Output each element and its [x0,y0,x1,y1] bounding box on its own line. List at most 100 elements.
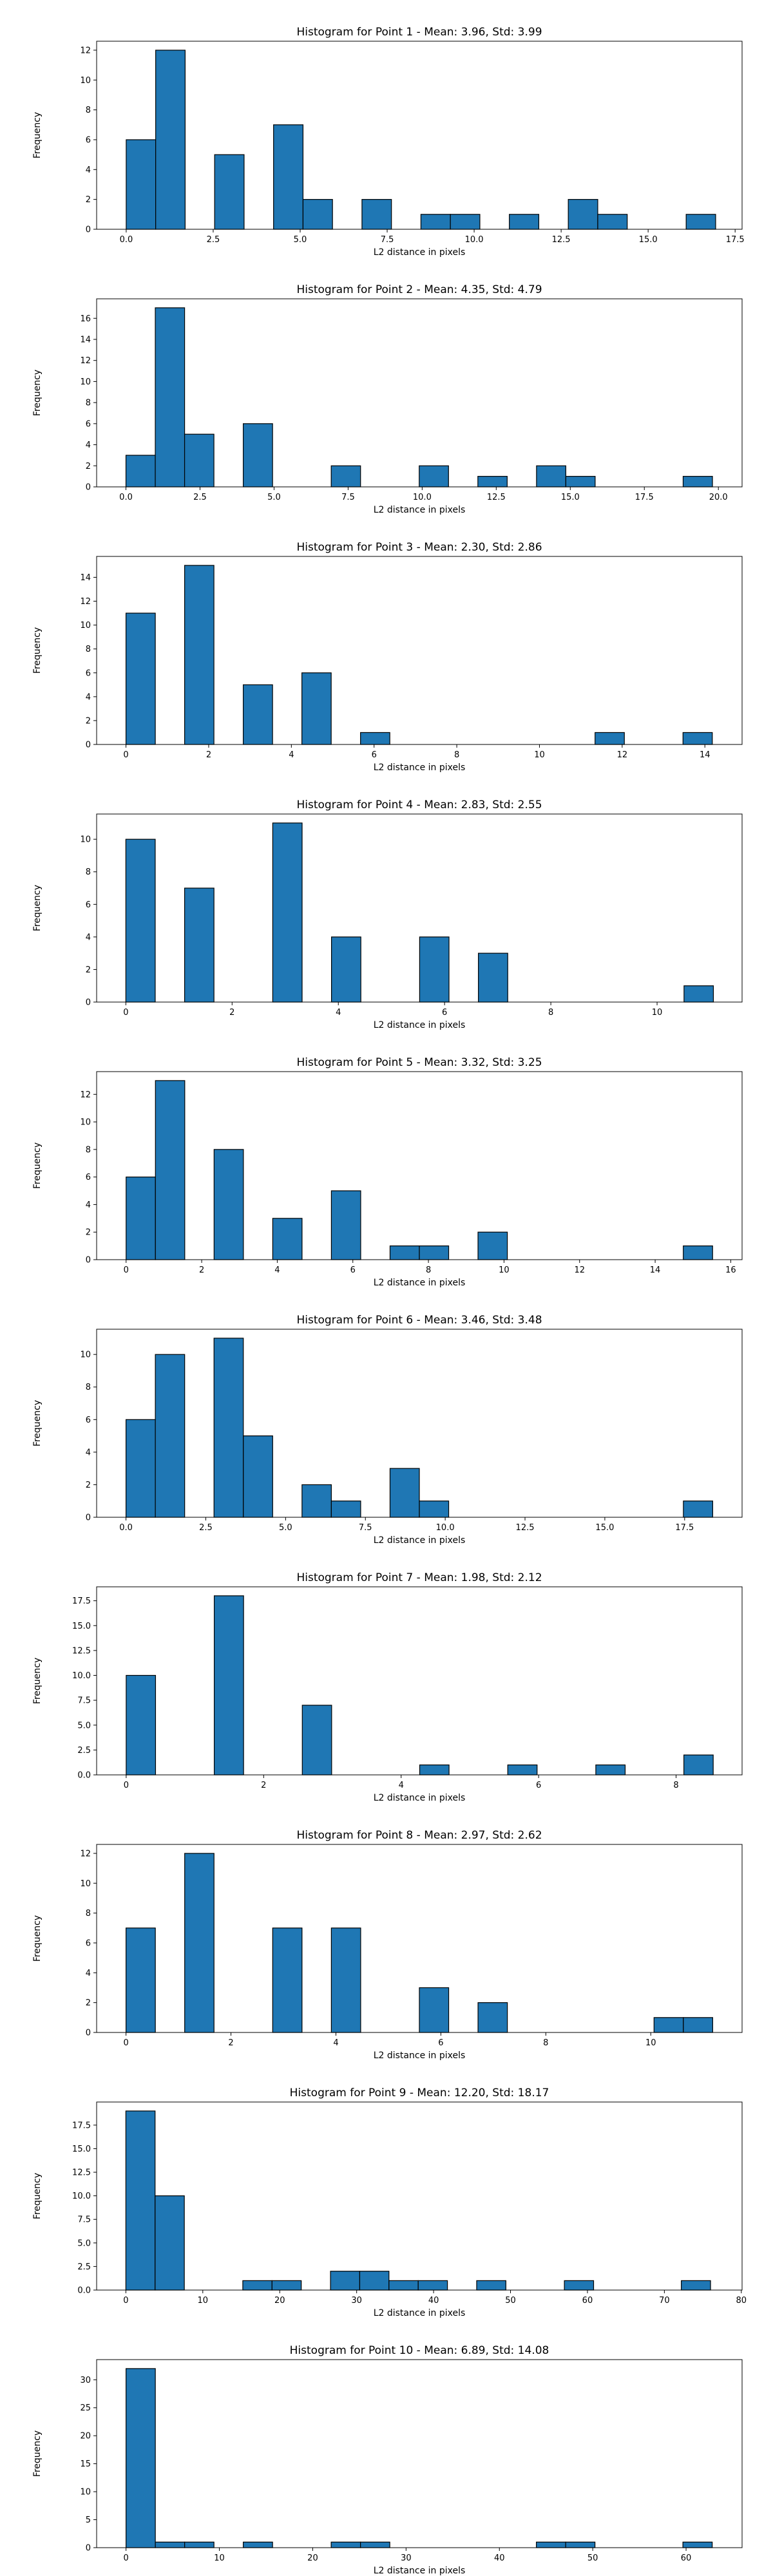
histogram-bar [417,2280,448,2291]
x-tick-label: 2 [229,1008,234,1018]
y-tick-label: 10 [80,1118,91,1128]
y-tick-label: 2 [86,1481,91,1490]
histogram-bar [685,214,716,230]
x-tick-label: 12.5 [516,1523,535,1533]
histogram-bar [389,1468,420,1518]
x-tick-label: 0 [123,750,128,760]
y-tick-label: 0 [86,2029,91,2038]
x-tick-label: 6 [442,1008,447,1018]
y-axis-label: Frequency [32,1142,43,1189]
chart-title: Histogram for Point 2 - Mean: 4.35, Std:… [296,283,542,296]
histogram-bar [126,1927,156,2033]
histogram-bar [184,1853,215,2033]
histogram-bar [683,2017,713,2033]
x-tick-label: 4 [333,2038,338,2048]
histogram-bar [155,2195,185,2291]
y-tick-label: 4 [86,440,91,450]
histogram-bar [301,1705,332,1776]
histogram-panel-8: 0 2 4 6 8 10 0 2 4 6 8 10 12 Histogram for Point 8 - … [32,1829,743,2061]
x-tick-label: 2 [228,2038,233,2048]
x-tick-label: 8 [548,1008,553,1018]
y-tick-label: 8 [86,867,91,877]
x-tick-label: 8 [673,1781,678,1790]
histogram-bar [155,1080,186,1260]
x-tick-label: 15.0 [595,1523,614,1533]
histogram-bar [683,1754,714,1776]
histogram-panel-9: 0 10 20 30 40 50 60 70 80 0.0 2.5 5.0 7.5 10.0 12.5 15.… [32,2087,747,2318]
histogram-bar [683,985,714,1003]
histogram-bar [330,1501,361,1518]
x-tick-label: 0.0 [119,493,133,502]
y-tick-label: 4 [86,1200,91,1210]
chart-title: Histogram for Point 6 - Mean: 3.46, Std:… [296,1314,542,1327]
y-tick-label: 12 [80,1849,91,1859]
y-tick-label: 10 [80,1350,91,1360]
x-tick-label: 0 [123,2038,128,2048]
x-tick-label: 17.5 [675,1523,694,1533]
x-tick-label: 10 [198,2296,209,2306]
histogram-bar [683,1501,714,1518]
x-tick-label: 5.0 [294,235,307,245]
y-tick-label: 12 [80,597,91,607]
plot-frame [96,41,743,230]
y-tick-label: 6 [86,1416,91,1425]
histogram-bar [361,199,392,230]
x-tick-label: 40 [428,2296,439,2306]
x-tick-label: 10 [645,2038,656,2048]
x-tick-label: 0 [123,1008,128,1018]
chart-title: Histogram for Point 10 - Mean: 6.89, Std… [290,2344,549,2357]
y-tick-label: 14 [80,335,91,345]
histogram-bar [360,732,390,745]
y-tick-label: 2 [86,1228,91,1238]
y-tick-label: 17.5 [72,2121,91,2130]
x-tick-label: 7.5 [341,493,355,502]
histogram-bar [653,2017,684,2033]
y-tick-label: 8 [86,399,91,408]
plot-frame [96,1844,743,2033]
x-tick-label: 0 [123,2296,128,2306]
histogram-bar [477,476,508,488]
x-axis-label: L2 distance in pixels [374,1793,466,1803]
x-tick-label: 0.0 [119,1523,133,1533]
histogram-bar [419,1987,450,2033]
histogram-bar [213,1595,244,1776]
y-tick-label: 8 [86,1909,91,1918]
x-tick-label: 10.0 [413,493,432,502]
y-axis-label: Frequency [32,885,43,931]
histogram-bar [125,2110,156,2291]
x-tick-label: 10.0 [465,235,484,245]
y-tick-label: 4 [86,933,91,942]
x-axis-label: L2 distance in pixels [374,1278,466,1288]
x-tick-label: 6 [372,750,377,760]
y-tick-label: 12 [80,46,91,55]
chart-title: Histogram for Point 3 - Mean: 2.30, Std:… [296,541,542,554]
histogram-bar [330,936,361,1003]
histogram-bar [126,139,157,230]
y-tick-label: 6 [86,1938,91,1948]
histogram-bar [536,2541,566,2548]
x-tick-label: 30 [351,2296,362,2306]
y-tick-label: 0 [86,483,91,493]
histogram-bar [536,465,566,488]
y-tick-label: 2.5 [77,2262,91,2272]
histogram-bar [330,1927,361,2033]
x-tick-label: 50 [587,2553,598,2563]
y-tick-label: 16 [80,314,91,324]
histogram-bar [125,612,156,745]
x-tick-label: 8 [426,1265,431,1275]
histogram-bar [330,2541,361,2548]
y-tick-label: 17.5 [72,1596,91,1606]
x-tick-label: 14 [650,1265,661,1275]
histogram-panel-7: 0 2 4 6 8 0.0 2.5 5.0 7.5 10.0 12.5 15.0 17.5 Histogr… [32,1571,743,1803]
x-tick-label: 14 [700,750,711,760]
y-tick-label: 6 [86,668,91,678]
histogram-bar [330,465,361,488]
y-tick-label: 14 [80,573,91,583]
x-axis-label: L2 distance in pixels [374,1535,466,1546]
x-tick-label: 60 [582,2296,593,2306]
y-tick-label: 6 [86,1173,91,1182]
y-tick-label: 10.0 [72,1671,91,1681]
x-axis-label: L2 distance in pixels [374,2050,466,2061]
plot-frame [96,2101,743,2291]
